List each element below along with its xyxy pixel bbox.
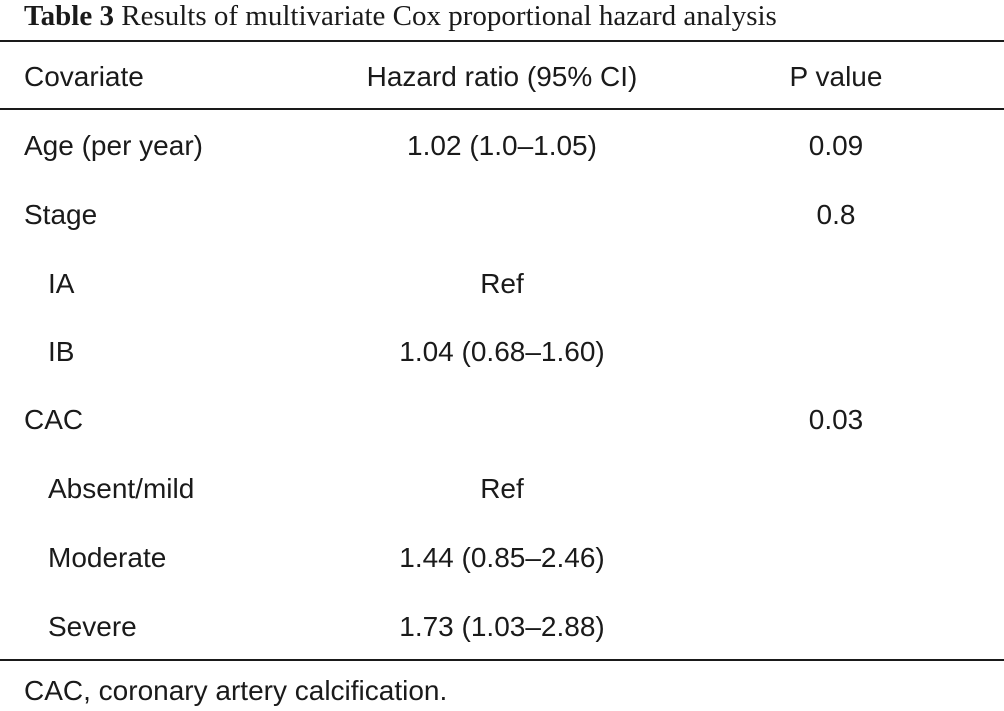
table-label: Table 3: [24, 0, 114, 32]
table-header-row: Covariate Hazard ratio (95% CI) P value: [0, 57, 1004, 97]
hazard-ratio-cell: 1.44 (0.85–2.46): [399, 542, 605, 573]
p-value-cell: 0.03: [808, 404, 864, 435]
table-row: Age (per year) 1.02 (1.0–1.05) 0.09: [0, 126, 1004, 166]
covariate-cell: Severe: [48, 611, 137, 642]
table-row: Stage 0.8: [0, 195, 1004, 235]
hazard-ratio-cell: Ref: [480, 268, 524, 299]
covariate-cell: Absent/mild: [48, 473, 195, 504]
header-rule: [0, 108, 1004, 110]
covariate-cell: Stage: [24, 199, 98, 230]
p-value-cell: 0.8: [816, 199, 856, 230]
hazard-ratio-cell: Ref: [480, 473, 524, 504]
header-covariate: Covariate: [24, 61, 144, 92]
p-value-cell: 0.09: [808, 130, 864, 161]
table-row: IA Ref: [0, 264, 1004, 304]
table-row: CAC 0.03: [0, 400, 1004, 440]
hazard-ratio-cell: 1.73 (1.03–2.88): [399, 611, 605, 642]
header-p-value: P value: [789, 61, 883, 92]
table-footnote: CAC, coronary artery calcification.: [24, 675, 448, 706]
covariate-cell: CAC: [24, 404, 84, 435]
table-caption: Results of multivariate Cox proportional…: [121, 0, 777, 32]
header-hazard-ratio: Hazard ratio (95% CI): [366, 61, 638, 92]
covariate-cell: Moderate: [48, 542, 167, 573]
covariate-cell: IA: [48, 268, 75, 299]
covariate-cell: Age (per year): [24, 130, 203, 161]
covariate-cell: IB: [48, 336, 75, 367]
hazard-ratio-cell: 1.02 (1.0–1.05): [407, 130, 597, 161]
hazard-ratio-cell: 1.04 (0.68–1.60): [399, 336, 605, 367]
table-row: IB 1.04 (0.68–1.60): [0, 332, 1004, 372]
table-row: Absent/mild Ref: [0, 469, 1004, 509]
top-rule: [0, 40, 1004, 42]
table-row: Severe 1.73 (1.03–2.88): [0, 607, 1004, 647]
table-row: Moderate 1.44 (0.85–2.46): [0, 538, 1004, 578]
bottom-rule: [0, 659, 1004, 661]
table-title: Table 3 Results of multivariate Cox prop…: [24, 0, 777, 37]
